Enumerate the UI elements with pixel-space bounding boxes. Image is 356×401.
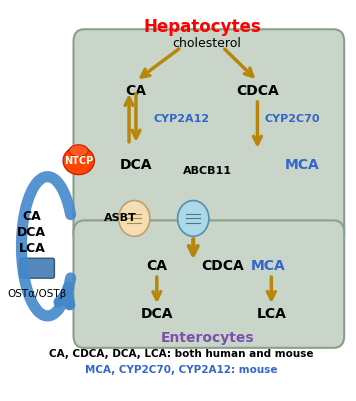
Text: MCA, CYP2C70, CYP2A12: mouse: MCA, CYP2C70, CYP2A12: mouse [85,365,277,375]
FancyBboxPatch shape [73,29,344,244]
Ellipse shape [63,147,94,174]
Text: DCA: DCA [17,226,46,239]
Text: CYP2A12: CYP2A12 [153,114,209,124]
Text: CA, CDCA, DCA, LCA: both human and mouse: CA, CDCA, DCA, LCA: both human and mouse [49,349,313,359]
Text: OSTα/OSTβ: OSTα/OSTβ [7,289,67,299]
Text: Hepatocytes: Hepatocytes [143,18,261,36]
Text: cholesterol: cholesterol [173,37,242,50]
Text: CDCA: CDCA [201,259,244,273]
Text: MCA: MCA [285,158,320,172]
Text: CA: CA [125,84,146,98]
Circle shape [119,200,150,236]
Text: ASBT: ASBT [104,213,137,223]
Text: CA: CA [22,210,41,223]
Text: LCA: LCA [19,242,45,255]
Text: MCA: MCA [251,259,285,273]
FancyBboxPatch shape [20,258,54,278]
Text: LCA: LCA [256,307,286,321]
Text: NTCP: NTCP [64,156,93,166]
Text: CA: CA [146,259,167,273]
Text: CYP2C70: CYP2C70 [265,114,320,124]
Ellipse shape [69,145,88,157]
Text: DCA: DCA [141,307,173,321]
Text: CDCA: CDCA [236,84,279,98]
Circle shape [178,200,209,236]
Text: Enterocytes: Enterocytes [160,331,254,345]
Text: DCA: DCA [120,158,152,172]
Text: ABCB11: ABCB11 [183,166,232,176]
FancyBboxPatch shape [73,221,344,348]
